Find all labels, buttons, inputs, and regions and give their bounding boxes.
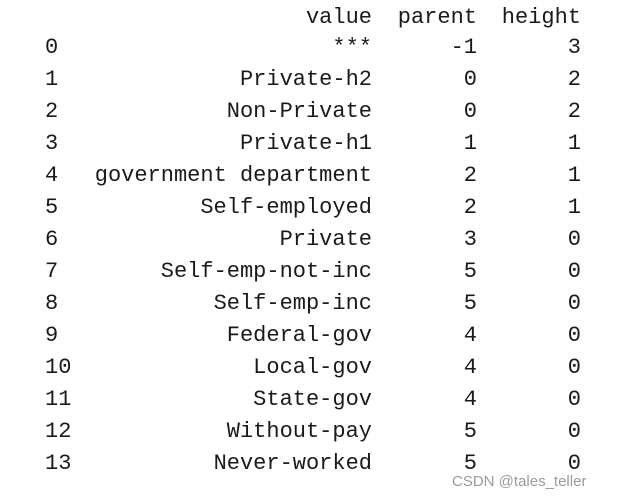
table-cell: Federal-gov: [227, 323, 372, 348]
table-cell: 4: [464, 323, 477, 348]
row-index: 4: [45, 163, 58, 188]
table-cell: Private-h2: [240, 67, 372, 92]
table-cell: 5: [464, 419, 477, 444]
table-cell: 5: [464, 291, 477, 316]
table-cell: Private: [280, 227, 372, 252]
row-index: 13: [45, 451, 71, 476]
table-cell: 0: [568, 387, 581, 412]
row-index: 7: [45, 259, 58, 284]
row-index: 6: [45, 227, 58, 252]
table-cell: 1: [568, 163, 581, 188]
column-header: value: [306, 5, 372, 30]
table-cell: 3: [464, 227, 477, 252]
table-cell: 0: [464, 99, 477, 124]
table-cell: ***: [332, 35, 372, 60]
table-cell: Self-employed: [200, 195, 372, 220]
row-index: 0: [45, 35, 58, 60]
table-cell: Local-gov: [253, 355, 372, 380]
table-cell: 1: [568, 131, 581, 156]
table-cell: 0: [568, 259, 581, 284]
table-cell: 4: [464, 387, 477, 412]
table-cell: -1: [451, 35, 477, 60]
table-cell: Without-pay: [227, 419, 372, 444]
table-cell: 2: [464, 163, 477, 188]
table-cell: 5: [464, 451, 477, 476]
table-cell: 0: [568, 419, 581, 444]
table-cell: 5: [464, 259, 477, 284]
table-cell: 1: [568, 195, 581, 220]
table-cell: 2: [464, 195, 477, 220]
table-cell: 0: [464, 67, 477, 92]
row-index: 8: [45, 291, 58, 316]
row-index: 3: [45, 131, 58, 156]
table-cell: Self-emp-inc: [214, 291, 372, 316]
watermark: CSDN @tales_teller: [452, 473, 586, 490]
row-index: 9: [45, 323, 58, 348]
row-index: 2: [45, 99, 58, 124]
table-cell: 2: [568, 99, 581, 124]
table-cell: government department: [95, 163, 372, 188]
table-cell: 0: [568, 451, 581, 476]
table-cell: Never-worked: [214, 451, 372, 476]
table-cell: 4: [464, 355, 477, 380]
table-cell: 3: [568, 35, 581, 60]
table-cell: 0: [568, 291, 581, 316]
table-cell: 1: [464, 131, 477, 156]
row-index: 10: [45, 355, 71, 380]
table-cell: 0: [568, 355, 581, 380]
table-cell: 0: [568, 323, 581, 348]
table-cell: 2: [568, 67, 581, 92]
column-header: parent: [398, 5, 477, 30]
table-cell: Non-Private: [227, 99, 372, 124]
row-index: 11: [45, 387, 71, 412]
column-header: height: [502, 5, 581, 30]
row-index: 1: [45, 67, 58, 92]
table-cell: Private-h1: [240, 131, 372, 156]
table-cell: 0: [568, 227, 581, 252]
table-cell: State-gov: [253, 387, 372, 412]
table-cell: Self-emp-not-inc: [161, 259, 372, 284]
row-index: 5: [45, 195, 58, 220]
row-index: 12: [45, 419, 71, 444]
